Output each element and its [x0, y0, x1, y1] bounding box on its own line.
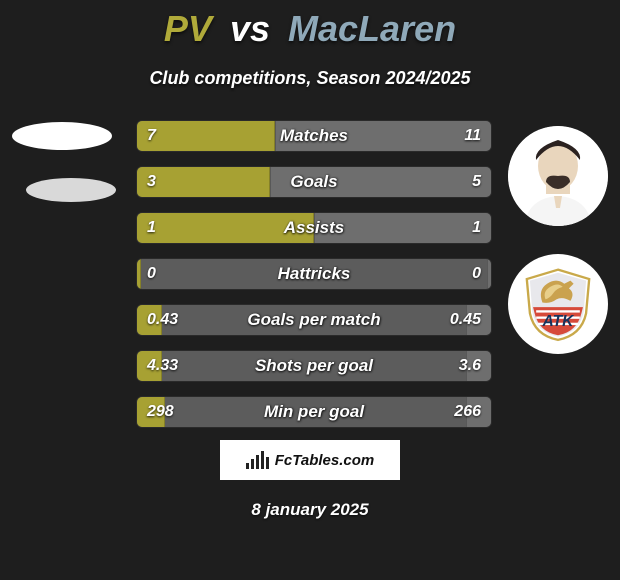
atk-shield-icon: ATK	[519, 265, 597, 343]
stat-row: 00Hattricks	[136, 258, 492, 290]
stats-bars: 711Matches 35Goals 11Assists 00Hattricks 0.4…	[136, 120, 492, 442]
stat-label: Shots per goal	[137, 356, 491, 376]
vs-text: vs	[230, 8, 270, 49]
bars-icon	[246, 451, 269, 469]
player2-name: MacLaren	[288, 8, 456, 49]
stat-label: Matches	[137, 126, 491, 146]
svg-text:ATK: ATK	[542, 313, 576, 330]
stat-label: Goals per match	[137, 310, 491, 330]
stat-row: 711Matches	[136, 120, 492, 152]
player1-avatar-placeholder	[12, 122, 112, 150]
stat-row: 35Goals	[136, 166, 492, 198]
player2-club-badge: ATK	[508, 254, 608, 354]
fctables-logo: FcTables.com	[220, 440, 400, 480]
stat-row: 11Assists	[136, 212, 492, 244]
stat-label: Min per goal	[137, 402, 491, 422]
stat-label: Assists	[137, 218, 491, 238]
brand-text: FcTables.com	[275, 452, 374, 469]
stat-row: 298266Min per goal	[136, 396, 492, 428]
player1-badge-placeholder	[26, 178, 116, 202]
comparison-title: PV vs MacLaren	[0, 0, 620, 50]
player2-avatar	[508, 126, 608, 226]
stat-row: 4.333.6Shots per goal	[136, 350, 492, 382]
subtitle: Club competitions, Season 2024/2025	[0, 68, 620, 89]
stat-label: Hattricks	[137, 264, 491, 284]
player1-name: PV	[164, 8, 212, 49]
date-text: 8 january 2025	[0, 500, 620, 520]
stat-label: Goals	[137, 172, 491, 192]
stat-row: 0.430.45Goals per match	[136, 304, 492, 336]
player-headshot-icon	[508, 126, 608, 226]
